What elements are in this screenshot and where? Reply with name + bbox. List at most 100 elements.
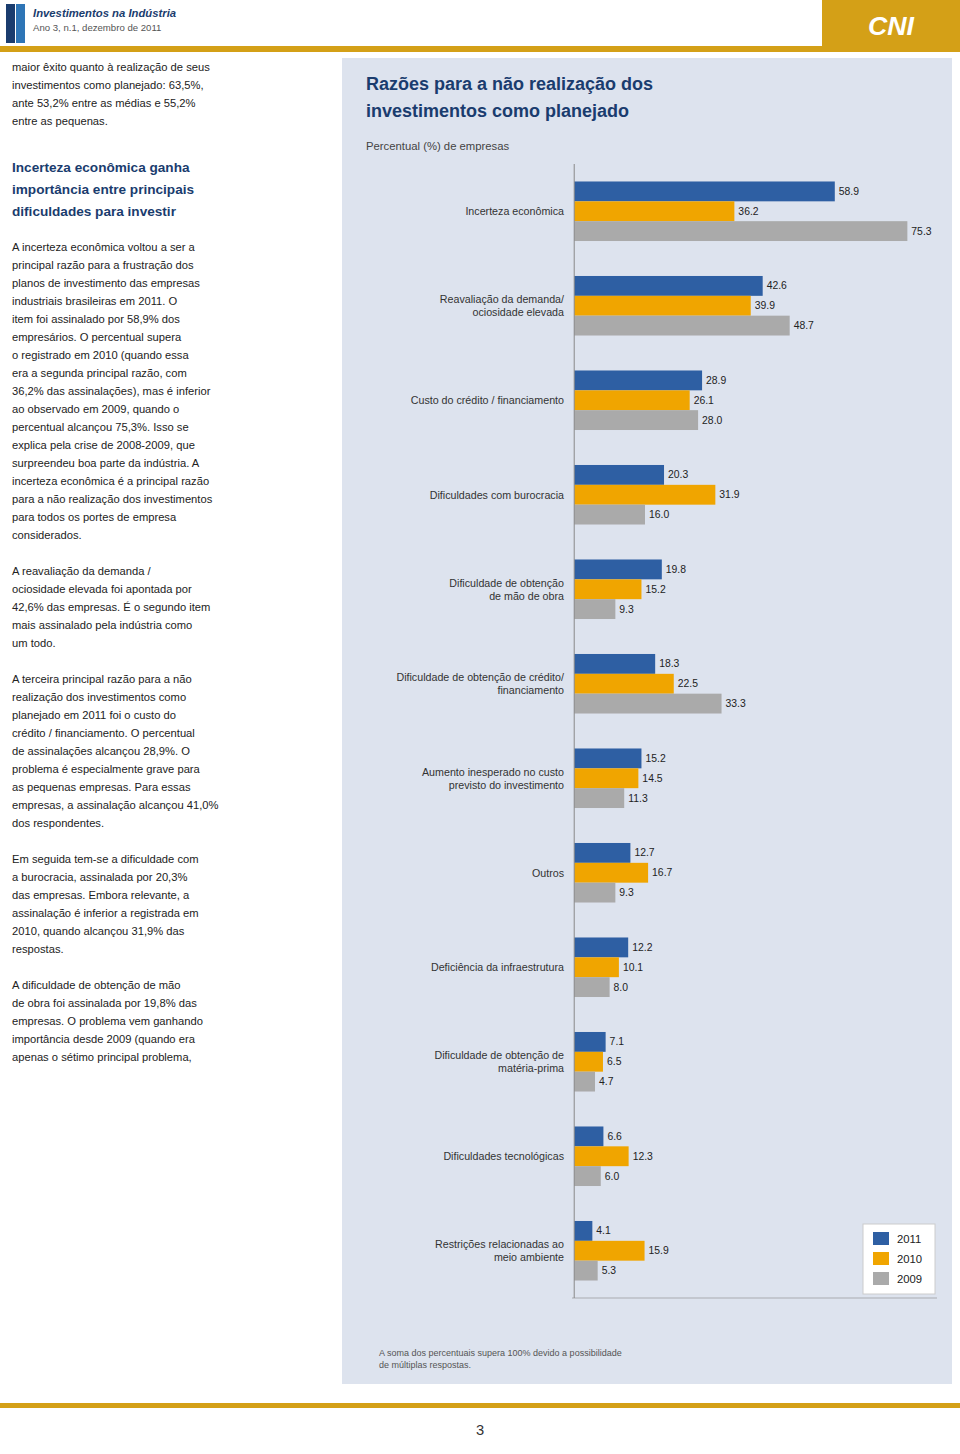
header-gold-line [0,46,960,52]
paragraph: maior êxito quanto à realização de seus … [12,58,336,130]
data-labels: 58.936.275.342.639.948.728.926.128.020.3… [596,186,931,1276]
data-label: 48.7 [794,320,814,331]
data-label: 6.6 [607,1131,622,1142]
data-label: 9.3 [619,604,634,615]
data-label: 36.2 [738,206,758,217]
bar [574,559,662,579]
data-label: 7.1 [610,1036,625,1047]
paragraph: A dificuldade de obtenção de mão de obra… [12,976,336,1066]
bar [574,957,619,977]
data-label: 12.2 [632,942,652,953]
logo-bar [6,4,15,43]
bar [574,654,655,674]
category-label: Dificuldades com burocracia [430,489,564,501]
bar [574,694,721,714]
bar [574,1221,592,1241]
header-logo-box: CNI [822,0,960,52]
data-label: 11.3 [628,793,648,804]
paragraph: A reavaliação da demanda / ociosidade el… [12,562,336,652]
data-label: 28.9 [706,375,726,386]
bar [574,505,645,525]
bar [574,221,907,241]
bar [574,485,715,505]
bar [574,788,624,808]
header-issue: Ano 3, n.1, dezembro de 2011 [33,22,161,33]
chart-subtitle: Percentual (%) de empresas [366,140,510,152]
legend-entry: 2011 [897,1233,921,1245]
category-label: Dificuldade de obtenção dematéria-prima [434,1049,564,1074]
chart-panel: Razões para a não realização dosinvestim… [342,58,952,1384]
bar [574,599,615,619]
category-label: Custo do crédito / financiamento [411,394,564,406]
legend-swatch [873,1252,889,1265]
data-label: 16.0 [649,509,669,520]
bar [574,748,641,768]
data-label: 16.7 [652,867,672,878]
data-label: 58.9 [839,186,859,197]
bar [574,1126,603,1146]
bar [574,181,835,201]
data-label: 18.3 [659,658,679,669]
legend-swatch [873,1232,889,1245]
bar [574,276,762,296]
bar [574,579,641,599]
paragraph: A incerteza econômica voltou a ser a pri… [12,238,336,544]
data-label: 19.8 [666,564,686,575]
category-label: Restrições relacionadas aomeio ambiente [435,1238,564,1263]
category-label: Reavaliação da demanda/ociosidade elevad… [440,293,564,318]
bar [574,1072,595,1092]
category-axis-line [574,164,575,1298]
bar [574,1146,628,1166]
bar [574,977,609,997]
paragraph: Em seguida tem-se a dificuldade com a bu… [12,850,336,958]
category-label: Dificuldades tecnológicas [443,1150,564,1162]
category-label: Dificuldade de obtenção de crédito/finan… [396,671,564,696]
bar [574,1166,601,1186]
data-label: 6.0 [605,1171,620,1182]
data-label: 5.3 [602,1265,617,1276]
category-label: Outros [532,867,564,879]
bar [574,768,638,788]
data-label: 31.9 [719,489,739,500]
data-label: 12.7 [634,847,654,858]
legend-entry: 2009 [897,1273,922,1285]
data-label: 9.3 [619,887,634,898]
data-label: 15.2 [645,584,665,595]
bar [574,843,630,863]
bar [574,390,689,410]
data-label: 26.1 [694,395,714,406]
data-label: 22.5 [678,678,698,689]
bar [574,937,628,957]
logo-bar [16,4,25,43]
bar [574,296,751,316]
bar [574,883,615,903]
category-label: Aumento inesperado no custoprevisto do i… [422,766,564,791]
legend: 2011 2010 2009 [863,1224,935,1294]
paragraph: A terceira principal razão para a não re… [12,670,336,832]
legend-entry: 2010 [897,1253,922,1265]
bar [574,1052,603,1072]
data-label: 28.0 [702,415,722,426]
data-label: 12.3 [633,1151,653,1162]
header-logo-text: CNI [868,11,914,42]
data-label: 10.1 [623,962,643,973]
header-title: Investimentos na Indústria [33,7,176,19]
footer-note: A soma dos percentuais supera 100% devid… [379,1348,622,1370]
data-label: 39.9 [755,300,775,311]
data-label: 15.9 [649,1245,669,1256]
data-label: 14.5 [642,773,662,784]
footer-gold-line [0,1403,960,1408]
data-label: 15.2 [645,753,665,764]
data-label: 6.5 [607,1056,622,1067]
data-label: 75.3 [911,226,931,237]
page-number: 3 [0,1422,960,1438]
section-heading: Incerteza econômica ganha importância en… [12,157,336,223]
left-text-panel: maior êxito quanto à realização de seus … [12,58,336,1084]
chart-title: Razões para a não realização dosinvestim… [366,74,653,121]
bar [574,410,698,430]
legend-frame [863,1224,935,1294]
bar [574,674,674,694]
panel-background [342,58,952,1384]
bar [574,316,789,336]
data-label: 4.1 [596,1225,611,1236]
